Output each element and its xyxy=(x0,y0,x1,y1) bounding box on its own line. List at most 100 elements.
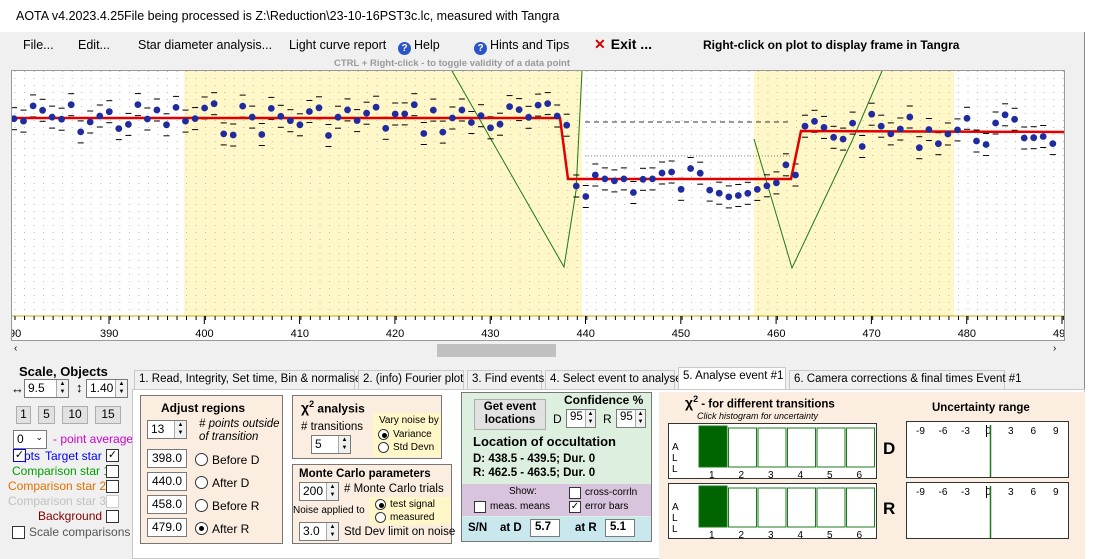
data-point[interactable] xyxy=(344,106,351,114)
data-point[interactable] xyxy=(973,137,980,145)
data-point[interactable] xyxy=(334,113,342,121)
histogram-bar[interactable] xyxy=(728,487,757,528)
data-point[interactable] xyxy=(296,121,304,129)
data-point[interactable] xyxy=(1001,111,1009,119)
points-outside-spinner[interactable]: 13 ▲ ▼ xyxy=(147,420,187,439)
data-point[interactable] xyxy=(639,175,647,183)
spinner-arrows-icon[interactable]: ▲ ▼ xyxy=(338,436,350,453)
data-point[interactable] xyxy=(820,124,828,131)
histogram-bar[interactable] xyxy=(698,425,728,468)
data-point[interactable] xyxy=(715,189,723,197)
data-point[interactable] xyxy=(67,101,75,109)
tab-fourier-plot[interactable]: 2. (info) Fourier plot xyxy=(358,370,464,389)
data-point[interactable] xyxy=(277,112,285,120)
data-point[interactable] xyxy=(591,171,599,179)
scale-comparisons-checkbox[interactable] xyxy=(12,526,25,539)
get-event-locations-button[interactable]: Get event locations xyxy=(474,399,546,430)
data-point[interactable] xyxy=(144,115,151,123)
data-point[interactable] xyxy=(372,103,380,111)
data-point[interactable] xyxy=(306,108,313,115)
data-point[interactable] xyxy=(954,126,961,134)
data-point[interactable] xyxy=(601,175,609,183)
data-point[interactable] xyxy=(515,106,523,113)
histogram-bar[interactable] xyxy=(846,487,875,528)
data-point[interactable] xyxy=(239,102,247,110)
test-signal-radio[interactable] xyxy=(375,499,386,510)
after-d-radio[interactable] xyxy=(195,476,208,489)
std-dev-limit-spinner[interactable]: 3.0 ▲ ▼ xyxy=(299,522,339,541)
menu-edit[interactable]: Edit... xyxy=(78,38,110,52)
data-point[interactable] xyxy=(963,114,971,122)
horizontal-scale-spinner[interactable]: 9.5 ▲ ▼ xyxy=(24,379,69,398)
data-point[interactable] xyxy=(896,125,904,133)
data-point[interactable] xyxy=(229,131,237,139)
data-point[interactable] xyxy=(153,106,161,114)
data-point[interactable] xyxy=(391,110,399,118)
data-point[interactable] xyxy=(553,112,561,120)
data-point[interactable] xyxy=(496,120,504,128)
data-point[interactable] xyxy=(353,117,361,124)
before-r-radio[interactable] xyxy=(195,499,208,512)
before-d-field[interactable]: 398.0 xyxy=(147,449,187,468)
data-point[interactable] xyxy=(134,101,142,108)
data-point[interactable] xyxy=(105,108,113,116)
data-point[interactable] xyxy=(1011,115,1018,123)
data-point[interactable] xyxy=(887,130,895,138)
scale-button-5[interactable]: 5 xyxy=(38,406,55,424)
point-average-select[interactable]: 0 ⌄ xyxy=(13,430,47,449)
data-point[interactable] xyxy=(96,112,104,120)
scroll-thumb[interactable] xyxy=(437,344,556,357)
data-point[interactable] xyxy=(182,117,189,125)
spinner-arrows-icon[interactable]: ▲ ▼ xyxy=(635,410,645,427)
data-point[interactable] xyxy=(792,171,799,179)
data-point[interactable] xyxy=(658,169,666,177)
data-point[interactable] xyxy=(830,133,837,141)
monte-carlo-trials-spinner[interactable]: 200 ▲ ▼ xyxy=(299,482,339,501)
before-r-field[interactable]: 458.0 xyxy=(147,495,187,514)
spinner-arrows-icon[interactable]: ▲ ▼ xyxy=(326,523,338,540)
scroll-left-icon[interactable]: ‹ xyxy=(14,343,18,354)
data-point[interactable] xyxy=(258,131,266,138)
histogram-bar[interactable] xyxy=(787,427,816,468)
data-point[interactable] xyxy=(506,103,513,110)
data-point[interactable] xyxy=(1030,134,1038,142)
confidence-d-spinner[interactable]: 95 ▲ ▼ xyxy=(566,409,596,428)
data-point[interactable] xyxy=(248,113,256,121)
data-point[interactable] xyxy=(858,143,866,150)
data-point[interactable] xyxy=(468,119,475,126)
data-point[interactable] xyxy=(915,144,923,152)
data-point[interactable] xyxy=(839,135,847,143)
spinner-arrows-icon[interactable]: ▲ ▼ xyxy=(326,483,338,500)
data-point[interactable] xyxy=(744,189,752,197)
data-point[interactable] xyxy=(58,115,65,123)
meas-means-checkbox[interactable] xyxy=(474,501,486,513)
data-point[interactable] xyxy=(77,128,85,136)
background-checkbox[interactable] xyxy=(106,510,119,523)
data-point[interactable] xyxy=(210,100,218,108)
data-point[interactable] xyxy=(220,130,228,138)
data-point[interactable] xyxy=(687,165,694,172)
data-point[interactable] xyxy=(763,182,771,190)
tab-camera-corrections[interactable]: 6. Camera corrections & final times Even… xyxy=(789,370,1022,389)
data-point[interactable] xyxy=(668,168,675,176)
data-point[interactable] xyxy=(86,118,94,126)
spinner-arrows-icon[interactable]: ▲ ▼ xyxy=(56,380,68,397)
data-point[interactable] xyxy=(125,121,132,128)
histogram-bar[interactable] xyxy=(757,487,787,528)
comparison-star-1-checkbox[interactable] xyxy=(106,465,119,478)
tab-read-integrity[interactable]: 1. Read, Integrity, Set time, Bin & norm… xyxy=(134,370,361,389)
light-curve-plot[interactable]: 90 390 400 410 420 430 440 450 460 470 480 490 xyxy=(11,70,1065,341)
data-point[interactable] xyxy=(287,117,294,125)
tab-find-events[interactable]: 3. Find events xyxy=(467,370,544,389)
data-point[interactable] xyxy=(572,182,580,190)
data-point[interactable] xyxy=(48,113,56,121)
data-point[interactable] xyxy=(1049,140,1057,147)
data-point[interactable] xyxy=(525,113,532,121)
after-d-field[interactable]: 440.0 xyxy=(147,472,187,491)
data-point[interactable] xyxy=(1020,134,1028,142)
data-point[interactable] xyxy=(410,101,418,109)
spinner-arrows-icon[interactable]: ▲ ▼ xyxy=(115,380,127,397)
data-point[interactable] xyxy=(753,186,761,193)
comparison-star-3-checkbox[interactable] xyxy=(106,495,119,508)
